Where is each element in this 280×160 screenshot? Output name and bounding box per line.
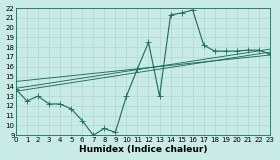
- X-axis label: Humidex (Indice chaleur): Humidex (Indice chaleur): [79, 145, 207, 154]
